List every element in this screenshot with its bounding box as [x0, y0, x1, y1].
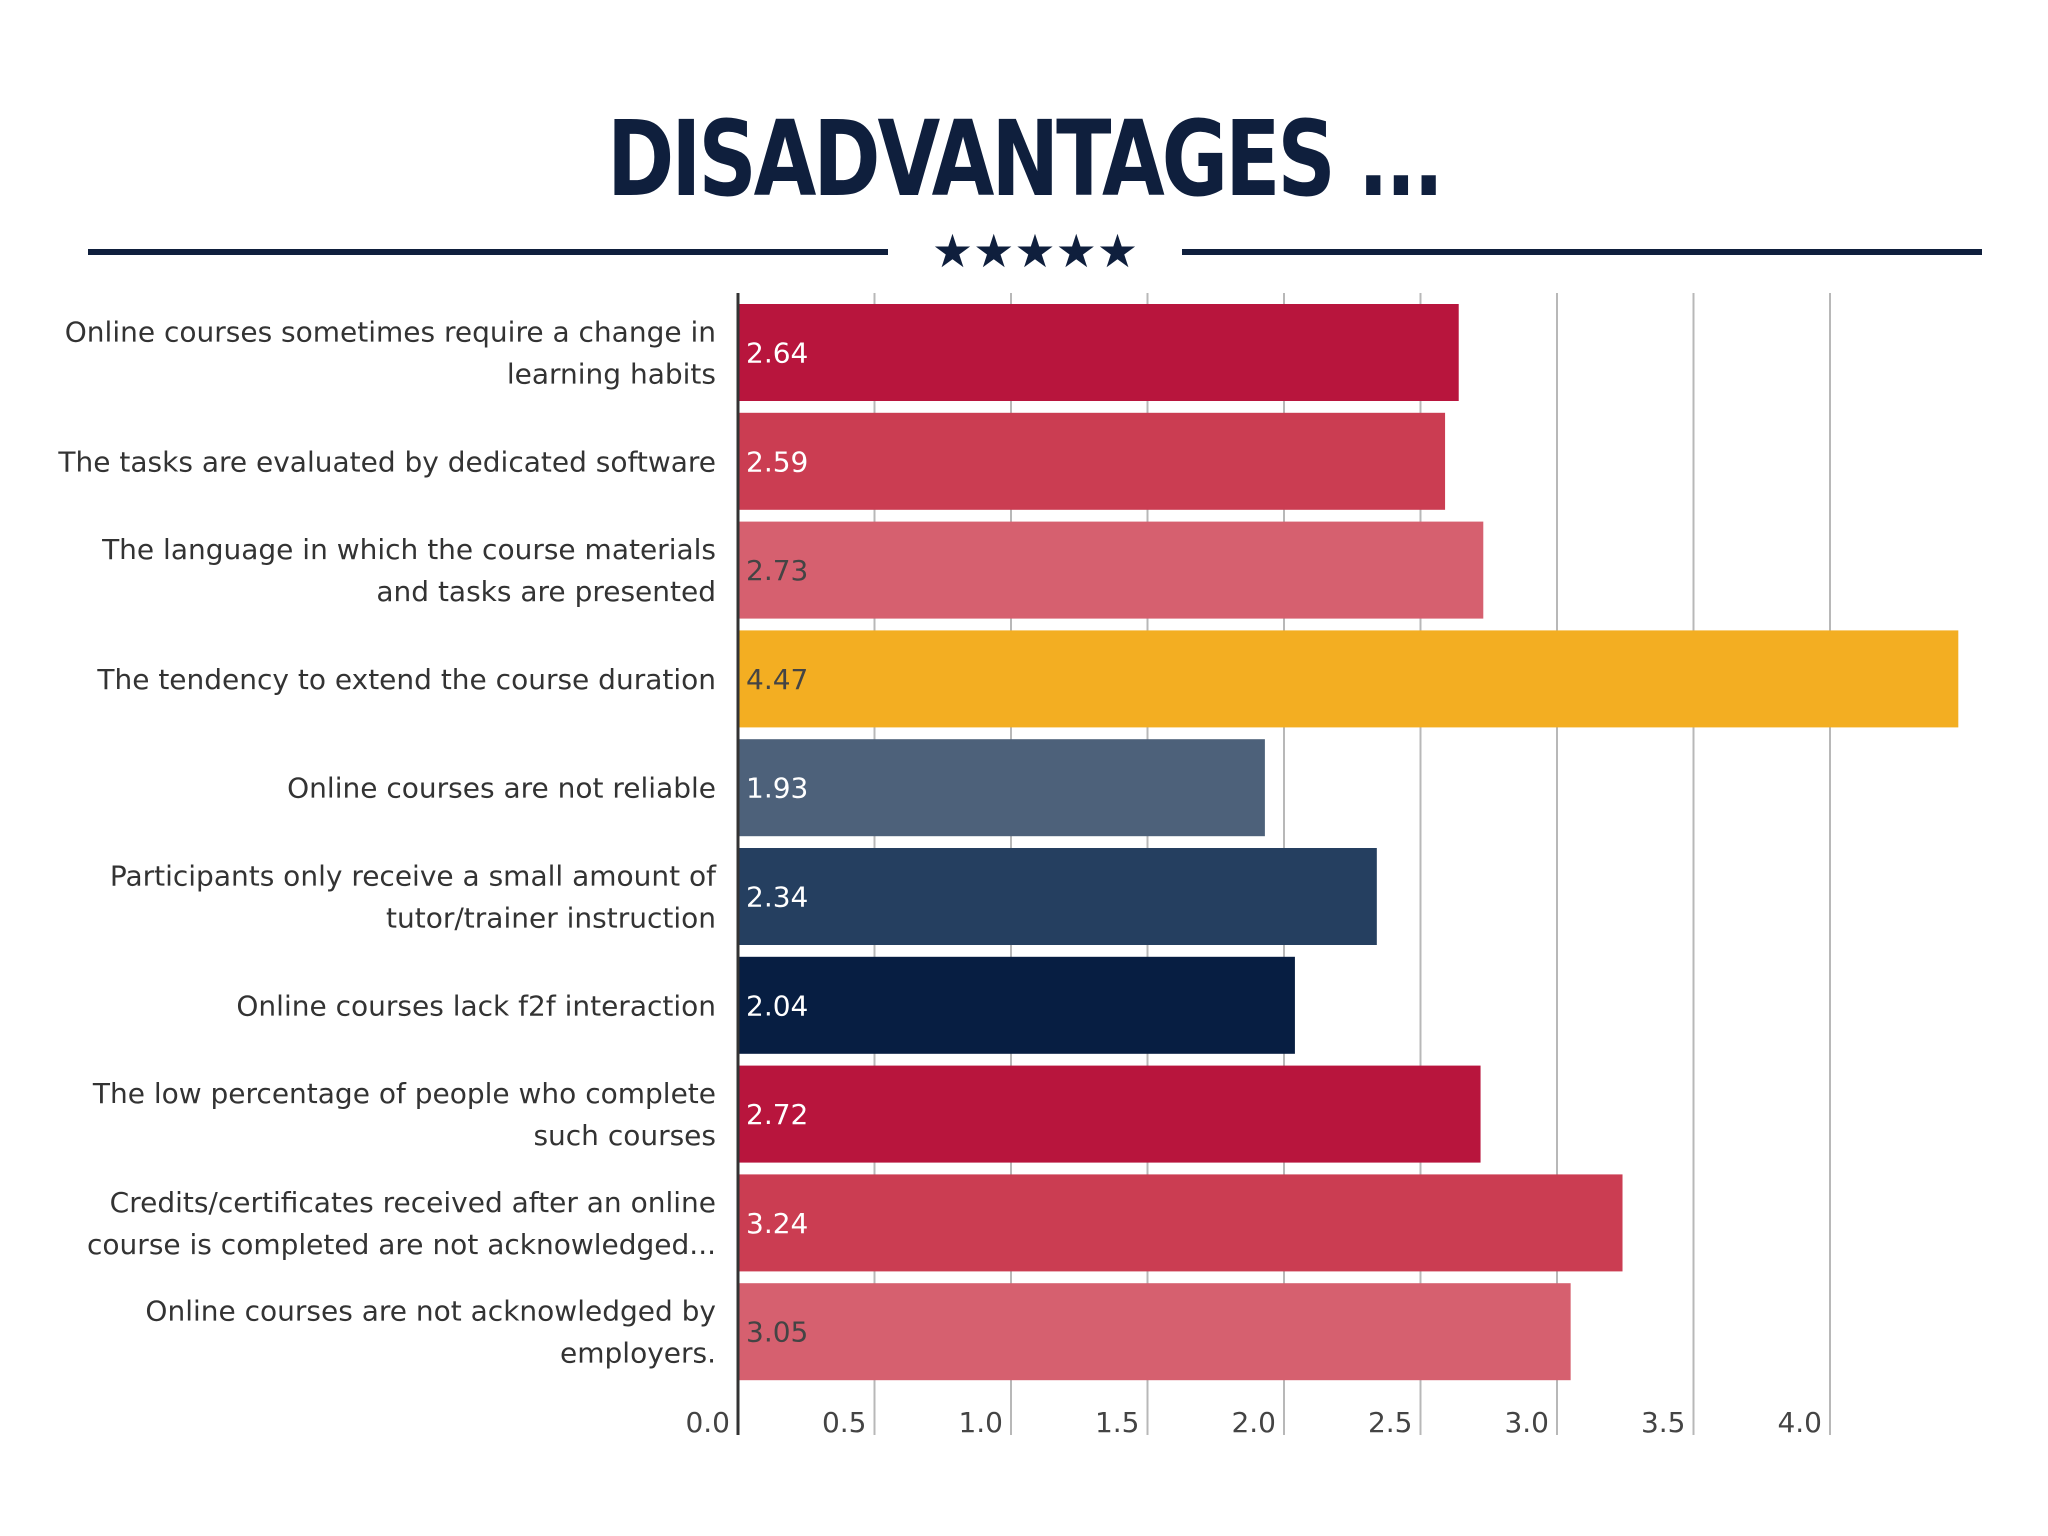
bar-value-label: 3.24: [746, 1207, 808, 1240]
category-label: Online courses lack f2f interaction: [236, 989, 716, 1022]
bar: [738, 1065, 1481, 1163]
title-divider-right: [1182, 249, 1982, 255]
category-label: Participants only receive a small amount…: [110, 860, 717, 893]
bar: [738, 521, 1484, 619]
x-tick-label: 1.5: [1095, 1406, 1140, 1439]
x-tick-label: 3.5: [1641, 1406, 1686, 1439]
bar: [738, 848, 1377, 945]
x-tick-label: 3.0: [1504, 1406, 1549, 1439]
bar-value-label: 2.72: [746, 1098, 808, 1131]
bar: [738, 304, 1459, 401]
stars-text: ★★★★★: [932, 224, 1138, 278]
category-label: and tasks are presented: [376, 575, 716, 608]
x-tick-label: 0.0: [685, 1406, 730, 1439]
title-divider-left: [88, 249, 888, 255]
bar: [738, 412, 1446, 510]
category-label: The low percentage of people who complet…: [92, 1077, 716, 1110]
category-label: Online courses are not acknowledged by: [145, 1295, 716, 1328]
bar-value-label: 2.34: [746, 881, 808, 914]
category-label: employers.: [560, 1337, 716, 1370]
x-tick-label: 0.5: [822, 1406, 867, 1439]
x-tick-label: 1.0: [958, 1406, 1003, 1439]
category-label: The tendency to extend the course durati…: [96, 663, 716, 696]
bar: [738, 1283, 1571, 1381]
bar-value-label: 1.93: [746, 772, 808, 805]
star-rating-icon: ★★★★★: [932, 224, 1138, 278]
category-label: The language in which the course materia…: [101, 533, 716, 566]
bar-value-label: 2.73: [746, 554, 808, 587]
category-label: Credits/certificates received after an o…: [110, 1186, 716, 1219]
bar-value-label: 3.05: [746, 1316, 808, 1349]
bar-value-label: 2.64: [746, 337, 808, 370]
bar: [738, 630, 1959, 728]
category-label: Online courses sometimes require a chang…: [65, 316, 716, 349]
category-label: such courses: [533, 1119, 716, 1152]
category-label: The tasks are evaluated by dedicated sof…: [57, 445, 716, 478]
category-label: learning habits: [507, 358, 716, 391]
bar-value-label: 2.04: [746, 989, 808, 1022]
x-tick-label: 4.0: [1777, 1406, 1822, 1439]
category-label: course is completed are not acknowledged…: [87, 1228, 716, 1261]
category-label: tutor/trainer instruction: [386, 902, 716, 935]
bar-value-label: 4.47: [746, 663, 808, 696]
x-tick-label: 2.0: [1231, 1406, 1276, 1439]
bar-value-label: 2.59: [746, 445, 808, 478]
bar: [738, 956, 1295, 1054]
bar: [738, 739, 1265, 837]
category-label: Online courses are not reliable: [287, 772, 716, 805]
chart-title: DISADVANTAGES ...: [607, 98, 1444, 220]
bar: [738, 1174, 1623, 1272]
x-tick-label: 2.5: [1368, 1406, 1413, 1439]
